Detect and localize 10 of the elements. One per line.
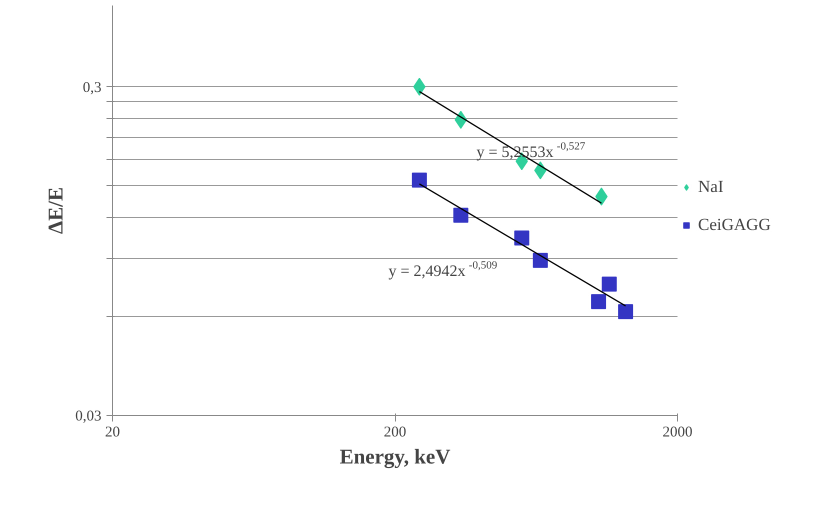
x-tick-label: 200 [384, 424, 406, 440]
annotation: y = 2,4942x-0,509 [388, 260, 498, 280]
y-tick-label: 0,3 [82, 80, 102, 96]
y-tick-label: 0,03 [75, 408, 102, 424]
x-axis-title: Energy, keV [340, 444, 450, 468]
x-tick-label: 2000 [662, 424, 692, 440]
y-axis-title: ΔE/E [43, 186, 68, 234]
x-tick-label: 20 [105, 424, 120, 440]
legend-label: CeiGAGG [698, 215, 771, 235]
legend-label: NaI [698, 177, 724, 197]
